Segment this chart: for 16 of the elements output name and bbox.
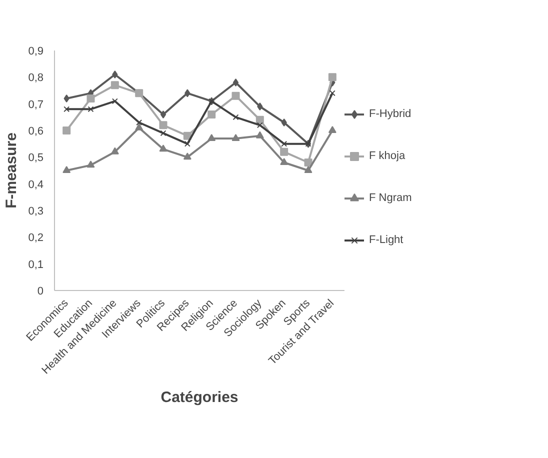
y-axis-title: F-measure: [3, 132, 20, 208]
legend-label: F Ngram: [369, 192, 412, 204]
y-tick-label: 0,6: [28, 126, 44, 138]
y-tick-label: 0,5: [28, 152, 44, 164]
legend-label: F khoja: [369, 150, 406, 162]
y-tick-label: 0,2: [28, 232, 44, 244]
y-tick-label: 0: [37, 286, 44, 298]
y-tick-label: 0,4: [28, 178, 44, 191]
x-axis-title: Catégories: [160, 388, 238, 406]
legend-label: F-Hybrid: [369, 108, 412, 120]
y-tick-label: 0,3: [28, 206, 44, 218]
y-tick-label: 0,9: [28, 46, 44, 58]
y-tick-label: 0,8: [28, 72, 44, 84]
y-tick-label: 0,1: [28, 258, 44, 271]
y-tick-label: 0,7: [28, 98, 44, 111]
legend-label: F-Light: [369, 234, 404, 246]
